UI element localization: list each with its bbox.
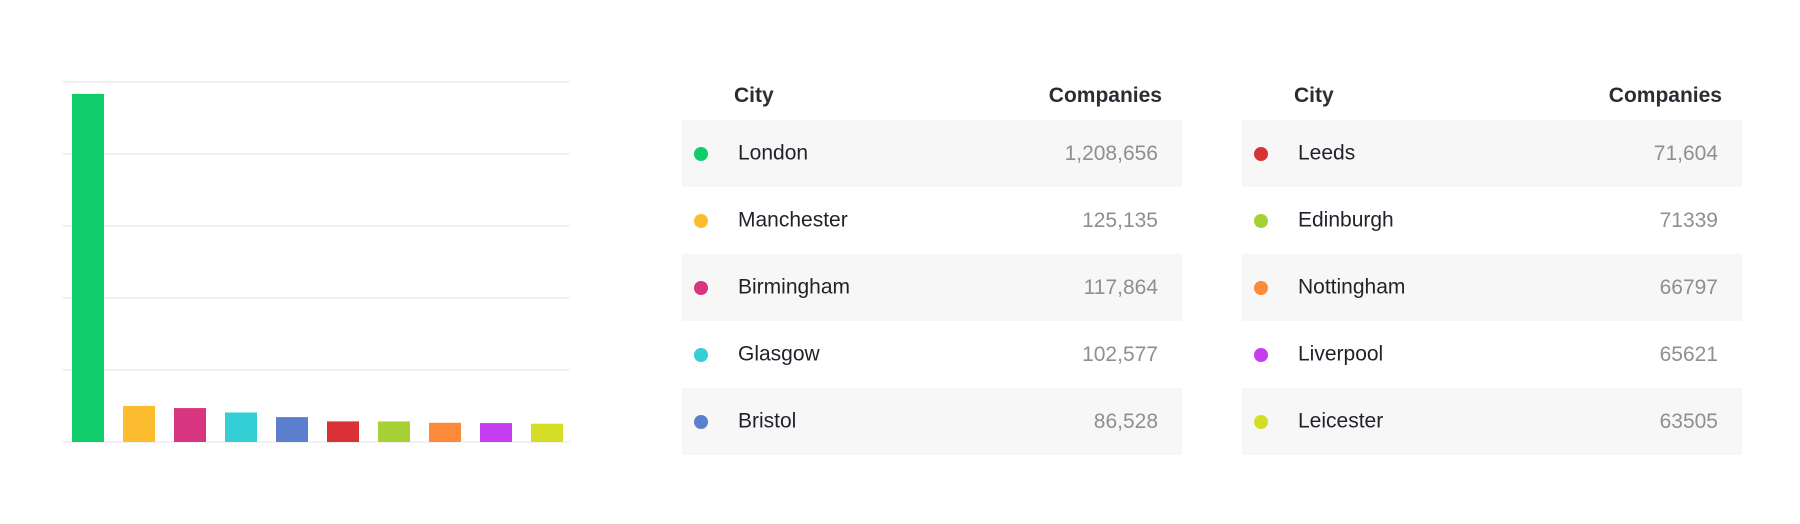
bar-london bbox=[72, 93, 104, 442]
city-column-header: City bbox=[734, 84, 774, 107]
table-row: Edinburgh 71339 bbox=[1242, 187, 1742, 254]
city-name: Birmingham bbox=[738, 275, 851, 299]
bar-leeds bbox=[327, 421, 359, 442]
city-table-left: City Companies London 1,208,656 Manchester… bbox=[682, 72, 1182, 455]
legend-dot-icon bbox=[694, 213, 708, 228]
legend-dot-icon bbox=[1254, 146, 1268, 161]
city-name: Glasgow bbox=[738, 342, 820, 366]
bar-nottingham bbox=[429, 422, 461, 442]
legend-dot-icon bbox=[1254, 280, 1268, 295]
companies-column-header: Companies bbox=[1608, 84, 1722, 107]
city-cell: Birmingham bbox=[682, 254, 932, 321]
city-cell: Glasgow bbox=[682, 321, 932, 388]
bar-leicester bbox=[531, 423, 563, 442]
companies-count-cell: 1,208,656 bbox=[932, 120, 1182, 187]
city-cell: Leicester bbox=[1242, 388, 1492, 455]
city-cell: Bristol bbox=[682, 388, 932, 455]
table-row: Bristol 86,528 bbox=[682, 388, 1182, 455]
city-cell: Manchester bbox=[682, 187, 932, 254]
table-row: Leeds 71,604 bbox=[1242, 120, 1742, 187]
legend-dot-icon bbox=[1254, 414, 1268, 429]
companies-count-cell: 102,577 bbox=[1082, 342, 1158, 366]
table-header-row: City Companies bbox=[1242, 72, 1742, 120]
table-row: Nottingham 66797 bbox=[1242, 254, 1742, 321]
city-cell: Nottingham bbox=[1242, 254, 1492, 321]
table-row: Leicester 63505 bbox=[1242, 388, 1742, 455]
city-cell: London bbox=[682, 120, 932, 187]
table-row: Birmingham 117,864 bbox=[682, 254, 1182, 321]
legend-dot-icon bbox=[1254, 213, 1268, 228]
bar-glasgow bbox=[225, 412, 257, 442]
legend-dot-icon bbox=[694, 414, 708, 429]
companies-count-cell: 65621 bbox=[1659, 342, 1718, 366]
city-cell: Leeds bbox=[1242, 120, 1492, 187]
city-name: Liverpool bbox=[1298, 342, 1384, 366]
city-name: Edinburgh bbox=[1298, 208, 1394, 232]
legend-dot-icon bbox=[694, 280, 708, 295]
city-name: Leicester bbox=[1298, 409, 1384, 433]
bar-liverpool bbox=[480, 423, 512, 442]
city-name: London bbox=[738, 141, 809, 165]
city-cell: Edinburgh bbox=[1242, 187, 1492, 254]
legend-dot-icon bbox=[694, 146, 708, 161]
city-table-right: City Companies Leeds 71,604 Edinburgh 71339… bbox=[1242, 72, 1742, 455]
companies-count-cell: 125,135 bbox=[1082, 208, 1158, 232]
city-column-header: City bbox=[1294, 84, 1334, 107]
bar-birmingham bbox=[174, 408, 206, 442]
city-name: Manchester bbox=[738, 208, 848, 232]
legend-dot-icon bbox=[1254, 347, 1268, 362]
bar-bristol bbox=[276, 417, 308, 442]
table-header-row: City Companies bbox=[682, 72, 1182, 120]
bar-edinburgh bbox=[378, 421, 410, 442]
companies-count-cell: 63505 bbox=[1492, 388, 1742, 455]
table-row: Glasgow 102,577 bbox=[682, 321, 1182, 388]
legend-dot-icon bbox=[694, 347, 708, 362]
table-row: London 1,208,656 bbox=[682, 120, 1182, 187]
city-name: Bristol bbox=[738, 409, 797, 433]
table-row: Liverpool 65621 bbox=[1242, 321, 1742, 388]
companies-count-cell: 117,864 bbox=[932, 254, 1182, 321]
table-row: Manchester 125,135 bbox=[682, 187, 1182, 254]
companies-count-cell: 71339 bbox=[1659, 208, 1718, 232]
bar-manchester bbox=[123, 405, 155, 442]
city-name: Leeds bbox=[1298, 141, 1356, 165]
companies-count-cell: 66797 bbox=[1492, 254, 1742, 321]
companies-count-cell: 86,528 bbox=[932, 388, 1182, 455]
bar-chart bbox=[62, 81, 570, 443]
city-name: Nottingham bbox=[1298, 275, 1406, 299]
companies-column-header: Companies bbox=[1048, 84, 1162, 107]
city-cell: Liverpool bbox=[1242, 321, 1492, 388]
companies-count-cell: 71,604 bbox=[1492, 120, 1742, 187]
